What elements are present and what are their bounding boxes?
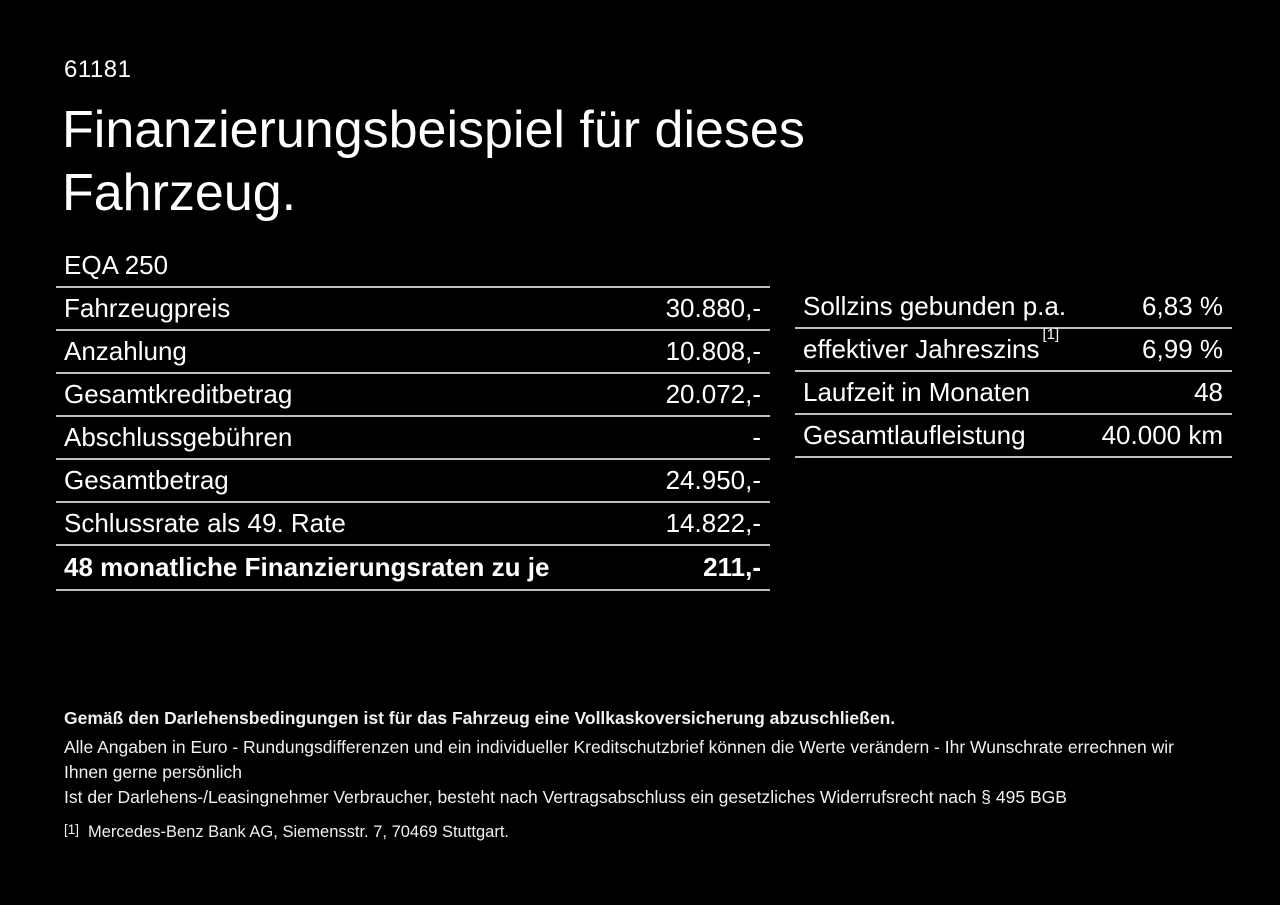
footnote-text: Mercedes-Benz Bank AG, Siemensstr. 7, 70… xyxy=(88,823,509,841)
row-value: 20.072,- xyxy=(665,379,761,409)
disclaimer-line-1: Alle Angaben in Euro - Rundungsdifferenz… xyxy=(64,737,1174,782)
table-row-gesamtlaufleistung: Gesamtlaufleistung 40.000 km xyxy=(795,415,1232,458)
row-label: Laufzeit in Monaten xyxy=(803,377,1030,407)
row-value: - xyxy=(752,422,761,452)
footnote-reference: [1] xyxy=(1042,326,1060,344)
row-label: Gesamtkreditbetrag xyxy=(64,379,293,409)
table-row-sollzins: Sollzins gebunden p.a. 6,83 % xyxy=(795,286,1232,329)
row-label: 48 monatliche Finanzierungsraten zu je xyxy=(64,552,550,582)
table-row-gesamtbetrag: Gesamtbetrag 24.950,- xyxy=(56,460,770,503)
row-value: 24.950,- xyxy=(665,465,761,495)
conditions-table: Sollzins gebunden p.a. 6,83 % effektiver… xyxy=(795,286,1232,458)
row-value: 48 xyxy=(1194,377,1223,407)
financing-table: Fahrzeugpreis 30.880,- Anzahlung 10.808,… xyxy=(56,286,770,591)
table-row-schlussrate: Schlussrate als 49. Rate 14.822,- xyxy=(56,503,770,546)
row-label: Gesamtbetrag xyxy=(64,465,229,495)
row-value: 6,83 % xyxy=(1142,291,1223,321)
row-value: 10.808,- xyxy=(665,336,761,366)
row-label: Abschlussgebühren xyxy=(64,422,293,452)
row-label: Gesamtlaufleistung xyxy=(803,420,1026,450)
row-value: 14.822,- xyxy=(665,508,761,538)
table-row-laufzeit: Laufzeit in Monaten 48 xyxy=(795,372,1232,415)
row-label: effektiver Jahreszins [1] xyxy=(803,326,1060,364)
footnote: [1] Mercedes-Benz Bank AG, Siemensstr. 7,… xyxy=(64,822,1214,842)
table-row-abschlussgebuehren: Abschlussgebühren - xyxy=(56,417,770,460)
row-value: 211,- xyxy=(703,552,761,582)
row-label: Schlussrate als 49. Rate xyxy=(64,508,346,538)
table-row-fahrzeugpreis: Fahrzeugpreis 30.880,- xyxy=(56,288,770,331)
row-label: Sollzins gebunden p.a. xyxy=(803,291,1067,321)
table-row-anzahlung: Anzahlung 10.808,- xyxy=(56,331,770,374)
row-value: 40.000 km xyxy=(1101,420,1223,450)
legal-footer: Gemäß den Darlehensbedingungen ist für d… xyxy=(64,706,1214,842)
row-label: Fahrzeugpreis xyxy=(64,293,231,323)
row-value: 6,99 % xyxy=(1142,334,1223,364)
row-label: Anzahlung xyxy=(64,336,187,366)
page-title: Finanzierungsbeispiel für dieses Fahrzeu… xyxy=(62,101,805,222)
table-row-effektiver-jahreszins: effektiver Jahreszins [1] 6,99 % xyxy=(795,326,1232,372)
vehicle-model: EQA 250 xyxy=(64,250,169,280)
footnote-marker: [1] xyxy=(64,822,80,837)
table-row-monatsrate: 48 monatliche Finanzierungsraten zu je 2… xyxy=(56,546,770,591)
disclaimer-line-2: Ist der Darlehens-/Leasingnehmer Verbrau… xyxy=(64,787,1067,807)
row-value: 30.880,- xyxy=(665,293,761,323)
table-row-gesamtkreditbetrag: Gesamtkreditbetrag 20.072,- xyxy=(56,374,770,417)
reference-number: 61181 xyxy=(64,56,132,83)
insurance-requirement-note: Gemäß den Darlehensbedingungen ist für d… xyxy=(64,708,896,728)
